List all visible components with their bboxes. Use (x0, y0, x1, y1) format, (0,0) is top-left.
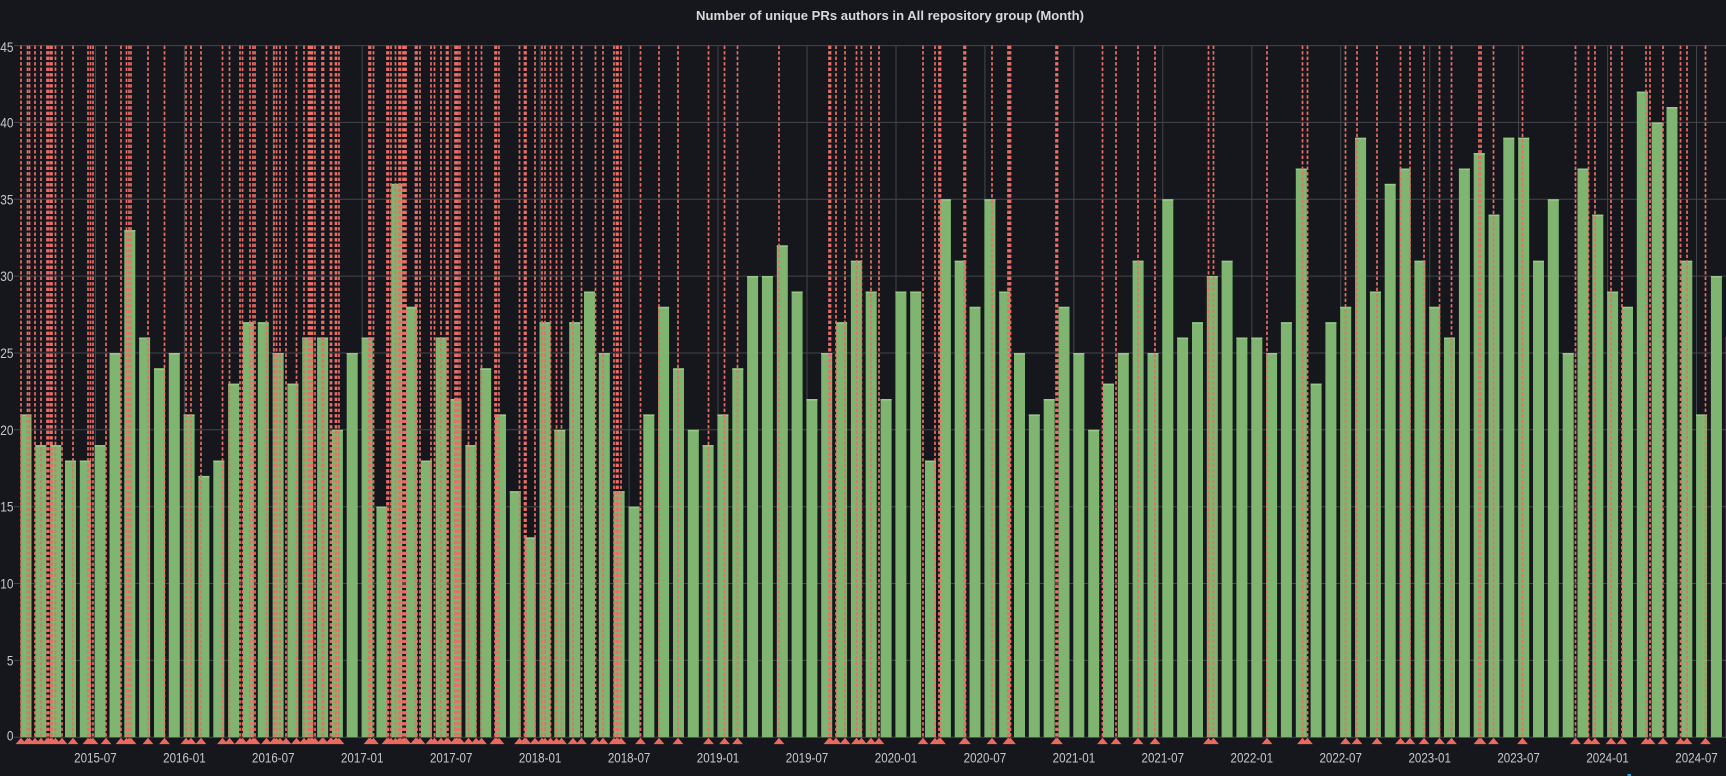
svg-text:2021-07: 2021-07 (1142, 751, 1185, 767)
svg-text:2015-07: 2015-07 (74, 751, 117, 767)
svg-text:2018-07: 2018-07 (608, 751, 651, 767)
svg-text:2016-07: 2016-07 (252, 751, 295, 767)
svg-text:2023-07: 2023-07 (1497, 751, 1540, 767)
svg-text:2017-07: 2017-07 (430, 751, 473, 767)
svg-text:2016-01: 2016-01 (163, 751, 206, 767)
svg-text:25: 25 (0, 346, 13, 362)
svg-text:Number of unique PRs authors i: Number of unique PRs authors in All repo… (696, 8, 1084, 23)
svg-text:2023-01: 2023-01 (1408, 751, 1451, 767)
svg-text:2017-01: 2017-01 (341, 751, 384, 767)
svg-text:2024-01: 2024-01 (1586, 751, 1629, 767)
svg-text:2021-01: 2021-01 (1053, 751, 1096, 767)
svg-text:0: 0 (7, 728, 14, 744)
svg-text:20: 20 (0, 423, 13, 439)
svg-text:2022-07: 2022-07 (1319, 751, 1362, 767)
svg-text:2020-01: 2020-01 (875, 751, 918, 767)
svg-text:30: 30 (0, 269, 13, 285)
svg-text:35: 35 (0, 192, 13, 208)
svg-text:2018-01: 2018-01 (519, 751, 562, 767)
svg-text:15: 15 (0, 500, 13, 516)
svg-text:40: 40 (0, 115, 13, 131)
svg-text:45: 45 (0, 40, 13, 56)
svg-text:2020-07: 2020-07 (964, 751, 1007, 767)
svg-text:10: 10 (0, 577, 13, 593)
svg-text:2019-07: 2019-07 (786, 751, 829, 767)
svg-text:2024-07: 2024-07 (1675, 751, 1718, 767)
svg-text:2019-01: 2019-01 (697, 751, 740, 767)
svg-text:5: 5 (7, 653, 14, 669)
svg-text:2022-01: 2022-01 (1231, 751, 1274, 767)
